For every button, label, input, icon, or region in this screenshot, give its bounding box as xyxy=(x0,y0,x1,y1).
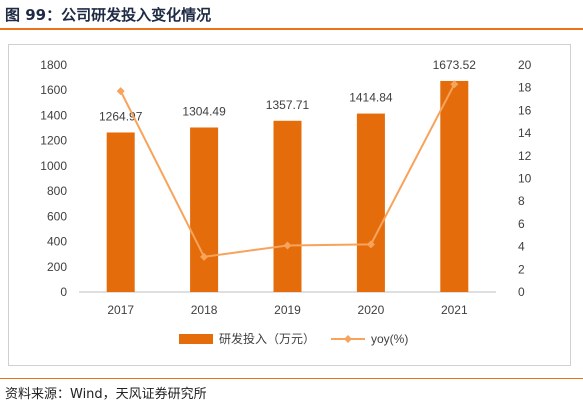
bar xyxy=(440,80,469,292)
x-tick-label: 2020 xyxy=(358,303,385,317)
bar xyxy=(273,120,302,293)
source-rule xyxy=(0,378,583,379)
legend-swatch-bar xyxy=(179,334,213,344)
yoy-marker xyxy=(200,252,209,261)
y-left-tick-label: 400 xyxy=(47,235,67,249)
y-left-tick-label: 1800 xyxy=(40,58,67,72)
title-rule xyxy=(0,28,583,30)
y-left-tick-label: 1200 xyxy=(40,134,67,148)
x-tick-label: 2021 xyxy=(441,303,468,317)
legend-label-bar: 研发投入（万元） xyxy=(219,331,315,346)
x-tick-label: 2019 xyxy=(274,303,301,317)
figure-title: 图 99：公司研发投入变化情况 xyxy=(5,6,212,24)
y-left-tick-label: 1400 xyxy=(40,108,67,122)
y-right-tick-label: 0 xyxy=(518,285,525,299)
y-left-tick-label: 800 xyxy=(47,184,67,198)
y-right-tick-label: 14 xyxy=(518,126,532,140)
source-note: 资料来源：Wind，天风证券研究所 xyxy=(5,387,207,402)
yoy-marker xyxy=(450,80,459,89)
bar xyxy=(190,127,219,292)
y-right-tick-label: 2 xyxy=(518,262,525,276)
legend-label-line: yoy(%) xyxy=(371,332,408,346)
bar-data-label: 1673.52 xyxy=(433,58,477,72)
bar xyxy=(356,113,385,292)
x-tick-label: 2018 xyxy=(191,303,218,317)
bar-data-label: 1414.84 xyxy=(349,91,393,105)
y-right-tick-label: 18 xyxy=(518,81,532,95)
y-right-tick-label: 8 xyxy=(518,194,525,208)
y-right-tick-label: 20 xyxy=(518,58,532,72)
yoy-marker xyxy=(283,241,292,250)
y-left-tick-label: 600 xyxy=(47,209,67,223)
bar xyxy=(106,132,135,292)
y-left-tick-label: 1600 xyxy=(40,83,67,97)
legend-marker-line xyxy=(344,335,352,343)
y-right-tick-label: 12 xyxy=(518,149,532,163)
yoy-marker xyxy=(366,240,375,249)
x-tick-label: 2017 xyxy=(107,303,134,317)
y-right-tick-label: 4 xyxy=(518,240,525,254)
chart-frame: 0 200 400 600 800 1000 1200 1400 1600 1800 0 2 4 6 8 10… xyxy=(8,44,571,366)
y-right-tick-label: 10 xyxy=(518,172,532,186)
y-right-tick-label: 6 xyxy=(518,217,525,231)
bar-data-label: 1357.71 xyxy=(266,98,310,112)
y-left-tick-label: 0 xyxy=(60,285,67,299)
yoy-marker xyxy=(116,87,125,96)
y-left-tick-label: 1000 xyxy=(40,159,67,173)
y-left-tick-label: 200 xyxy=(47,260,67,274)
y-right-tick-label: 16 xyxy=(518,103,532,117)
bar-data-label: 1304.49 xyxy=(182,104,226,118)
combo-chart: 0 200 400 600 800 1000 1200 1400 1600 1800 0 2 4 6 8 10… xyxy=(40,58,532,346)
